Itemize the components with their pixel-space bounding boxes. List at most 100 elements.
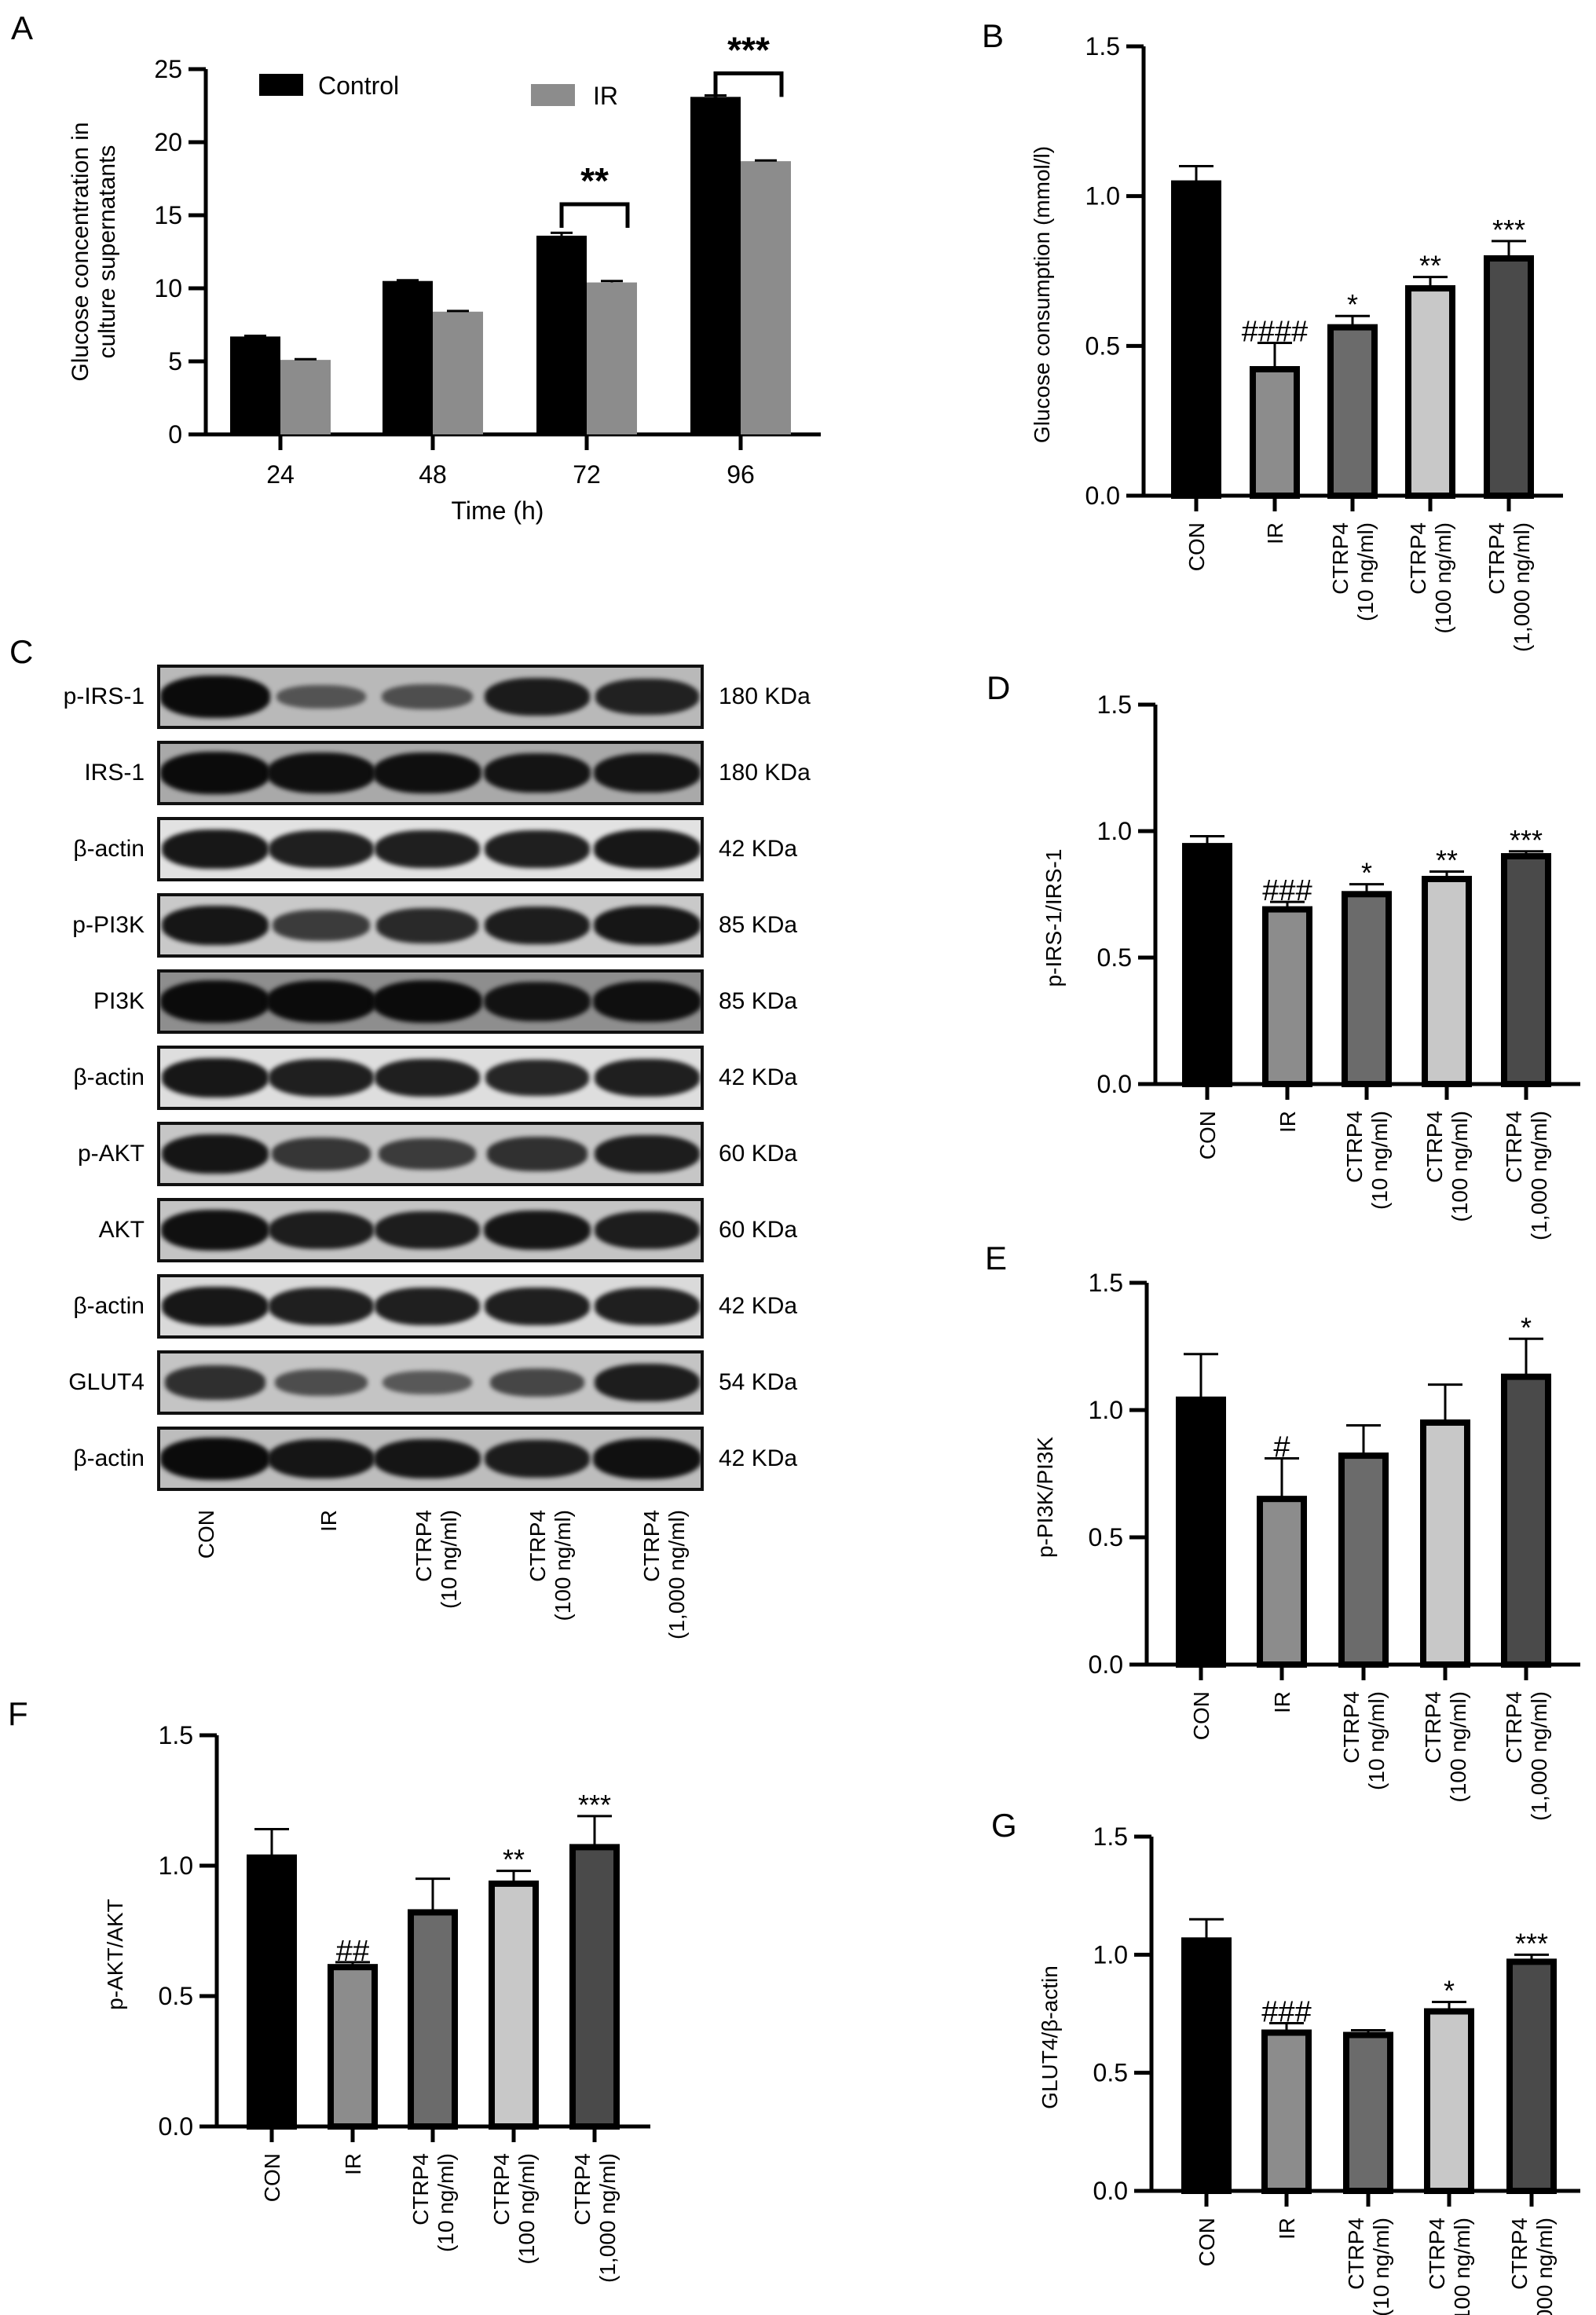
ir-bar xyxy=(587,282,637,434)
star-significance-marker: ** xyxy=(1419,250,1441,282)
blot-lane-labels: CON IR CTRP4 (10 ng/ml) CTRP4 (100 ng/ml) CTRP… xyxy=(194,1510,689,1639)
blot-band xyxy=(484,981,591,1022)
star-significance-marker: * xyxy=(1361,857,1372,889)
y-axis-label: Glucose consumption (mmol/l) xyxy=(1030,146,1054,443)
y-tick-label: 0.5 xyxy=(1089,1523,1123,1551)
blot-protein-label: AKT xyxy=(98,1217,145,1243)
legend-swatch-ir xyxy=(531,84,575,106)
y-tick-label: 0.0 xyxy=(1097,1070,1132,1098)
blot-band xyxy=(272,1137,371,1170)
bar-3 xyxy=(489,1880,539,2130)
blot-band xyxy=(273,910,370,941)
blot-band xyxy=(372,980,482,1023)
star-significance-marker: ** xyxy=(1436,844,1458,877)
significance-marker: *** xyxy=(727,29,770,70)
significance-marker: ** xyxy=(580,160,609,201)
molecular-weight-label: 42 KDa xyxy=(719,1064,798,1090)
blot-lane-label: (1,000 ng/ml) xyxy=(664,1510,689,1639)
y-tick-label: 15 xyxy=(154,201,182,229)
x-category-label: CON xyxy=(1189,1691,1213,1740)
x-category-label: CTRP4 xyxy=(1342,1111,1367,1183)
y-axis-label: p-IRS-1/IRS-1 xyxy=(1041,849,1066,987)
x-category-label: CON xyxy=(1184,522,1209,571)
bar-4 xyxy=(1501,852,1551,1087)
chart-panel-d: 0.00.51.01.5p-IRS-1/IRS-1 ###* *****CON IR C… xyxy=(1041,690,1580,1240)
bar-1 xyxy=(1262,906,1312,1087)
x-category-label: (1,000 ng/ml) xyxy=(595,2153,620,2283)
bar-3 xyxy=(1420,1419,1470,1668)
y-tick-label: 0.5 xyxy=(1085,331,1120,360)
x-category-label: (10 ng/ml) xyxy=(1367,1111,1392,1210)
blot-band xyxy=(269,830,374,869)
blot-band xyxy=(595,1134,700,1174)
x-category-label: CTRP4 xyxy=(1502,1691,1526,1764)
x-category-label: (1,000 ng/ml) xyxy=(1527,1691,1551,1821)
x-category-label: (100 ng/ml) xyxy=(514,2153,539,2265)
blot-band xyxy=(376,907,478,943)
x-category-label: CON xyxy=(1195,1111,1220,1159)
chart-panel-a: 0 5 10 15 20 25 Glucose concentration in cultur… xyxy=(68,29,821,525)
molecular-weight-label: 42 KDa xyxy=(719,1293,798,1319)
x-category-label: CTRP4 xyxy=(1328,522,1353,595)
y-tick-label: 1.5 xyxy=(1097,690,1132,719)
y-tick-label: 1.5 xyxy=(1093,1822,1128,1851)
x-category-label: IR xyxy=(1275,2218,1299,2240)
x-category-label: IR xyxy=(1263,522,1287,544)
bar-4 xyxy=(1484,255,1534,499)
x-category-label: IR xyxy=(341,2153,365,2175)
blot-band xyxy=(375,1058,480,1097)
blot-strip-akt xyxy=(157,1198,704,1262)
blot-band xyxy=(375,1211,480,1250)
blot-band xyxy=(595,678,699,716)
star-significance-marker: *** xyxy=(1515,1927,1548,1959)
x-category-label: CTRP4 xyxy=(1484,522,1509,595)
x-category-label: CON xyxy=(1195,2218,1219,2266)
bar-1 xyxy=(1250,366,1300,499)
panel-letter-f: F xyxy=(8,1695,28,1732)
legend-swatch-control xyxy=(259,74,303,96)
y-axis-label: p-AKT/AKT xyxy=(103,1899,127,2010)
hash-significance-marker: #### xyxy=(1242,316,1309,349)
x-category-label: (100 ng/ml) xyxy=(1446,1691,1470,1803)
blot-band xyxy=(379,1138,476,1170)
blot-band xyxy=(595,1058,700,1097)
blot-lane-label: CTRP4 xyxy=(639,1510,664,1582)
blot-protein-label: p-PI3K xyxy=(72,912,145,938)
blot-strip-pi3k xyxy=(157,969,704,1034)
bar-1 xyxy=(1261,2029,1312,2194)
star-significance-marker: * xyxy=(1444,1974,1455,2006)
blot-band xyxy=(165,1365,265,1400)
x-category-label: (10 ng/ml) xyxy=(1369,2218,1393,2315)
y-tick-label: 1.0 xyxy=(1093,1940,1128,1969)
bar-2 xyxy=(1338,1452,1389,1668)
blot-lane-label: CTRP4 xyxy=(412,1510,436,1582)
x-category-label: CTRP4 xyxy=(1507,2218,1532,2290)
bar-0 xyxy=(1171,180,1221,499)
blot-band xyxy=(162,1286,269,1327)
blot-band xyxy=(268,1438,375,1479)
blot-band xyxy=(593,980,701,1023)
blot-band xyxy=(375,830,480,869)
blot-band xyxy=(374,1438,481,1479)
blot-band xyxy=(162,829,269,870)
blot-strip--actin xyxy=(157,817,704,881)
panel-letter-g: G xyxy=(991,1807,1017,1844)
x-category-label: IR xyxy=(1276,1111,1300,1133)
blot-band xyxy=(266,980,376,1023)
blot-band xyxy=(275,1368,368,1397)
blot-strip-glut4 xyxy=(157,1350,704,1415)
x-category-label: (10 ng/ml) xyxy=(1364,1691,1389,1790)
blot-protein-label: β-actin xyxy=(73,1445,145,1471)
y-tick-label: 10 xyxy=(154,274,182,302)
x-category-label: CTRP4 xyxy=(1502,1111,1526,1183)
panel-letter-c: C xyxy=(9,633,33,670)
ir-bar xyxy=(280,360,331,434)
x-tick-label: 72 xyxy=(573,460,601,489)
blot-band xyxy=(269,1058,374,1097)
bar-1 xyxy=(1257,1496,1307,1668)
x-category-label: (1,000 ng/ml) xyxy=(1532,2218,1557,2315)
blot-lane-label: CON xyxy=(194,1510,218,1559)
blot-strip-irs-1 xyxy=(157,741,704,805)
